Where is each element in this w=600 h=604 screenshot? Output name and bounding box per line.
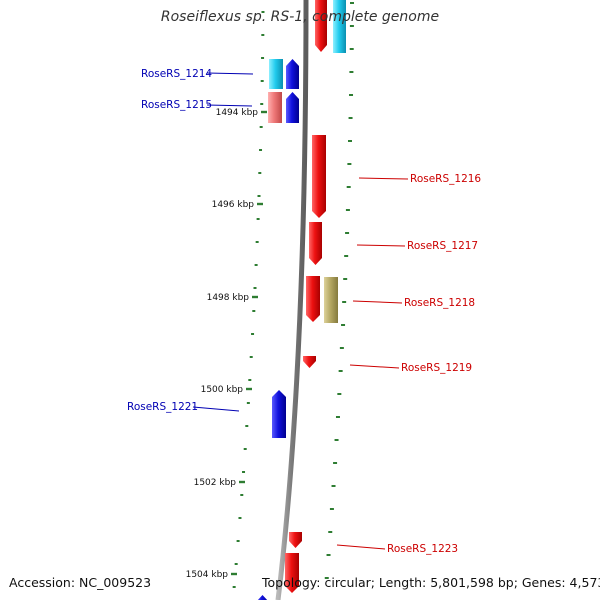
gene-features xyxy=(256,0,346,602)
label-leader-lines xyxy=(192,72,409,550)
kbp-tick-label: 1496 kbp xyxy=(212,200,255,210)
gene-label: RoseRS_1218 xyxy=(404,297,475,309)
gene-arrow xyxy=(286,59,299,89)
topology-summary: Topology: circular; Length: 5,801,598 bp… xyxy=(262,575,600,590)
gene-label: RoseRS_1214 xyxy=(141,68,212,80)
label-leader-line xyxy=(349,364,400,369)
gene-label: RoseRS_1215 xyxy=(141,99,212,111)
gene-arrow xyxy=(269,59,283,89)
label-leader-line xyxy=(356,244,406,247)
label-leader-line xyxy=(206,104,253,107)
map-title: Roseiflexus sp. RS-1, complete genome xyxy=(160,9,440,25)
label-leader-line xyxy=(352,300,403,304)
gene-arrow xyxy=(324,277,338,323)
gene-arrow xyxy=(312,135,326,218)
gene-arrow xyxy=(285,553,299,593)
label-leader-line xyxy=(358,177,409,180)
gene-arrow xyxy=(256,595,269,602)
gene-label: RoseRS_1219 xyxy=(401,362,472,374)
gene-label: RoseRS_1216 xyxy=(410,173,481,185)
ruler-dashes-inner xyxy=(232,11,265,588)
kbp-tick-label: 1494 kbp xyxy=(216,108,259,118)
kbp-tick-label: 1502 kbp xyxy=(194,478,237,488)
gene-arrow xyxy=(333,0,346,53)
gene-arrow xyxy=(272,390,286,438)
genome-backbone xyxy=(275,0,309,601)
gene-label: RoseRS_1217 xyxy=(407,240,478,252)
gene-label: RoseRS_1223 xyxy=(387,543,458,555)
gene-arrow xyxy=(286,92,299,123)
accession-text: Accession: NC_009523 xyxy=(9,575,152,590)
gene-arrow xyxy=(268,92,282,123)
kbp-tick-label: 1498 kbp xyxy=(207,293,250,303)
gene-arrow xyxy=(303,356,316,368)
label-leader-line xyxy=(192,406,240,412)
gene-label: RoseRS_1221 xyxy=(127,401,198,413)
label-leader-line xyxy=(206,72,254,75)
kbp-tick-label: 1500 kbp xyxy=(201,385,244,395)
gene-arrow xyxy=(315,0,327,52)
ruler-dashes-outer xyxy=(324,2,354,579)
kbp-ticks: 1494 kbp 1496 kbp 1498 kbp 1500 kbp 1502 kbp… xyxy=(186,108,267,580)
label-leader-line xyxy=(336,544,386,550)
gene-arrow xyxy=(309,222,322,265)
kbp-tick-label: 1504 kbp xyxy=(186,570,229,580)
gene-arrow xyxy=(289,532,302,548)
gene-labels: RoseRS_1214 RoseRS_1215 RoseRS_1216 RoseRS_… xyxy=(127,68,481,555)
gene-arrow xyxy=(306,276,320,322)
